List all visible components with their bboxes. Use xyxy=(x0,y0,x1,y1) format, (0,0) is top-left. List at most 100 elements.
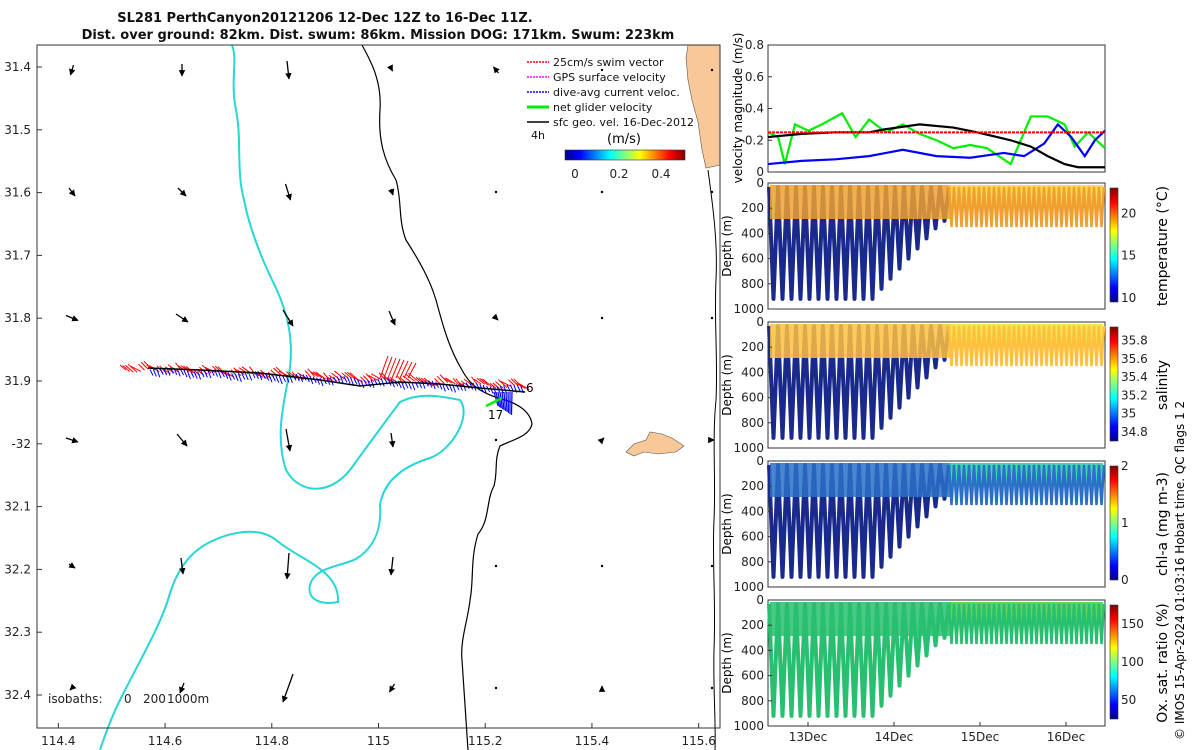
geo-vector xyxy=(68,562,76,569)
dive-vector xyxy=(234,373,239,381)
dive-vector xyxy=(183,369,188,378)
section-x-tick-label: 14Dec xyxy=(875,730,914,744)
map-x-tick-label: 115 xyxy=(367,734,390,748)
dive-vector xyxy=(431,380,436,390)
dive-vector xyxy=(435,381,440,388)
geo-vector xyxy=(285,60,292,80)
swim-vector xyxy=(278,370,290,377)
section-surface-layer xyxy=(770,185,951,219)
dive-vector xyxy=(507,391,510,414)
map-x-tick-label: 114.4 xyxy=(41,734,75,748)
dive-vector xyxy=(309,375,314,385)
map-y-tick-label: 31.7 xyxy=(4,248,31,262)
velocity-axes-box xyxy=(767,44,1106,173)
geo-vector xyxy=(494,564,498,568)
section-colorbar-tick: 35 xyxy=(1121,407,1136,421)
swim-vector xyxy=(325,375,334,382)
dive-vector xyxy=(227,372,232,381)
map-y-tick-label: 32.1 xyxy=(4,500,31,514)
swim-vector xyxy=(405,373,415,382)
dive-vector xyxy=(370,379,375,388)
swim-vector xyxy=(481,378,493,388)
velocity-series-line xyxy=(767,111,1106,166)
section-colorbar-tick: 0 xyxy=(1121,573,1129,587)
swim-vector xyxy=(387,357,397,379)
section-y-tick-label: 800 xyxy=(741,555,764,569)
section-y-tick-label: 1000 xyxy=(733,580,764,594)
velocity-y-tick-label: 0.4 xyxy=(745,102,764,116)
swim-vector xyxy=(333,370,345,380)
geo-vector xyxy=(388,556,395,576)
swim-vector xyxy=(379,355,389,379)
section-y-tick-label: 1000 xyxy=(733,302,764,316)
section-colorbar-label: chl-a (mg m-3) xyxy=(1155,472,1171,576)
swim-vector xyxy=(119,364,127,371)
geo-vector xyxy=(179,557,186,575)
section-x-tick-label: 15Dec xyxy=(961,730,1000,744)
swim-vector xyxy=(273,367,282,376)
dive-vector xyxy=(268,374,273,383)
section-y-label: Depth (m) xyxy=(720,493,734,554)
geo-vector xyxy=(600,68,604,72)
dive-vector xyxy=(278,375,283,385)
title-line-1: SL281 PerthCanyon20121206 12-Dec 12Z to … xyxy=(117,11,532,26)
section-y-tick-label: 600 xyxy=(741,669,764,683)
dive-vector xyxy=(346,376,351,384)
isobath-200m xyxy=(361,44,533,750)
section-y-tick-label: 400 xyxy=(741,504,764,518)
section-y-tick-label: 600 xyxy=(741,252,764,266)
swim-vector xyxy=(122,365,131,372)
map-x-tick-label: 114.6 xyxy=(148,734,182,748)
section-shallow-dives xyxy=(947,186,1106,228)
swim-vector xyxy=(167,364,179,373)
section-y-tick-label: 0 xyxy=(756,315,764,329)
speed-colorbar xyxy=(564,149,686,161)
dive-vector xyxy=(156,368,161,378)
dive-vector xyxy=(237,373,242,382)
section-surface-layer xyxy=(770,602,951,636)
geo-vector xyxy=(282,309,294,327)
dive-vector xyxy=(401,381,406,390)
section-colorbar-tick: 150 xyxy=(1121,617,1144,631)
swim-vector xyxy=(395,359,405,379)
dive-vector xyxy=(505,391,508,413)
velocity-panel: 0 0.2 0.4 0.6 0.8 velocity magnitude (m/s) xyxy=(731,33,1106,183)
dive-vector xyxy=(469,382,474,390)
section-y-tick-label: 0 xyxy=(756,176,764,190)
geo-vector xyxy=(179,682,186,694)
geo-vector xyxy=(68,187,76,197)
swim-vector xyxy=(497,379,508,388)
isobath-1000m xyxy=(99,44,465,750)
swim-vector xyxy=(489,382,497,389)
swim-vector xyxy=(391,358,401,379)
dive-vector xyxy=(407,382,412,390)
geo-vector xyxy=(69,64,76,76)
swim-vector xyxy=(476,377,486,385)
swim-vector xyxy=(204,366,216,373)
section-shallow-dives xyxy=(947,464,1106,506)
section-colorbar-tick: 100 xyxy=(1121,655,1144,669)
section-colorbar-tick: 10 xyxy=(1121,291,1136,305)
section-y-tick-label: 800 xyxy=(741,694,764,708)
map-axes-box xyxy=(36,44,721,729)
dive-vector xyxy=(458,383,463,391)
dive-vector xyxy=(149,369,154,376)
section-y-tick-label: 800 xyxy=(741,416,764,430)
dive-vector xyxy=(367,379,372,388)
speed-colorbar-tick-1: 0.2 xyxy=(609,167,628,181)
dive-vector xyxy=(387,378,392,386)
swim-vector xyxy=(463,378,475,387)
swim-vector xyxy=(436,375,445,384)
swim-vector xyxy=(460,380,471,388)
dive-vector xyxy=(203,370,208,378)
section-colorbar xyxy=(1109,465,1119,581)
swim-vector xyxy=(180,365,190,372)
swim-vector xyxy=(201,364,212,374)
geo-vector xyxy=(597,437,605,445)
section-colorbar-tick: 2 xyxy=(1121,459,1129,473)
swim-vector xyxy=(138,363,145,371)
swim-vector xyxy=(510,378,519,387)
swim-vector xyxy=(365,373,375,382)
glider-track xyxy=(147,367,526,393)
dive-vector xyxy=(200,370,205,378)
